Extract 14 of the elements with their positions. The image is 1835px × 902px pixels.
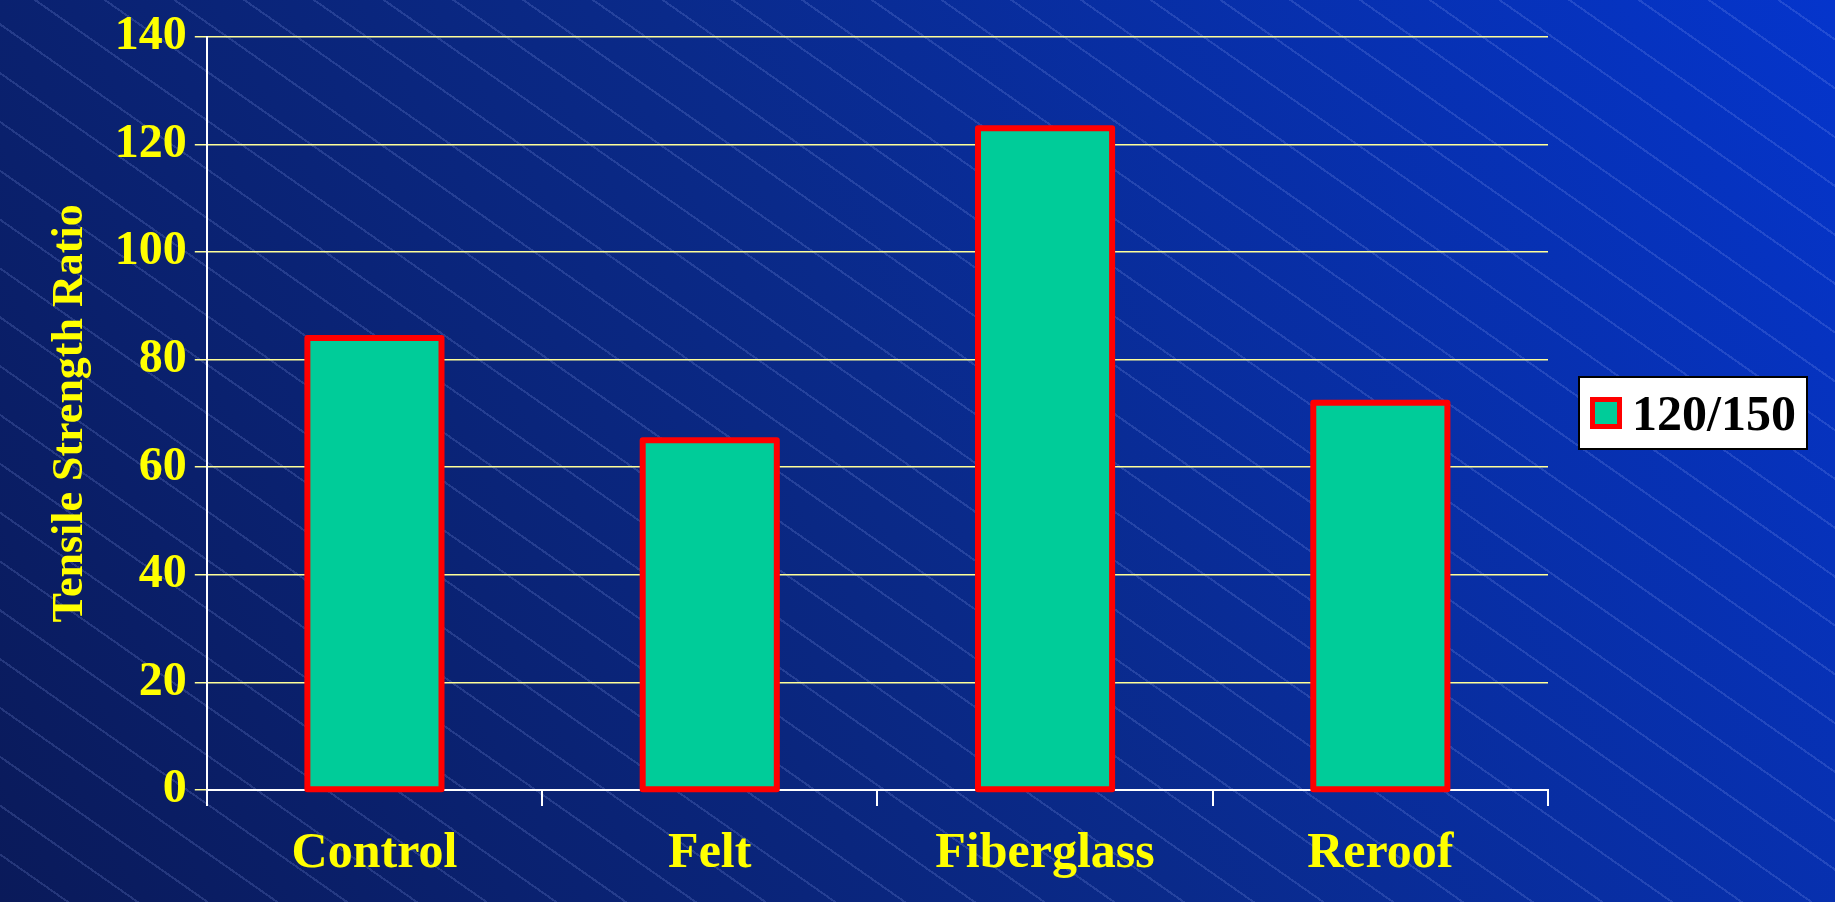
y-tick-label: 0 (162, 759, 187, 813)
x-tick-label: Fiberglass (935, 821, 1155, 878)
x-tick-label: Control (291, 821, 458, 878)
y-tick-label: 140 (114, 6, 187, 60)
y-tick-label: 20 (138, 651, 187, 705)
y-tick-label: 60 (138, 436, 187, 490)
y-tick-label: 80 (138, 329, 187, 383)
x-tick-label: Reroof (1307, 821, 1455, 878)
y-tick-label: 100 (114, 221, 187, 275)
legend-label: 120/150 (1632, 384, 1796, 442)
x-tick-label: Felt (668, 821, 752, 878)
y-tick-label: 40 (138, 544, 187, 598)
y-tick-label: 120 (114, 113, 187, 167)
y-axis-title: Tensile Strength Ratio (42, 204, 92, 623)
